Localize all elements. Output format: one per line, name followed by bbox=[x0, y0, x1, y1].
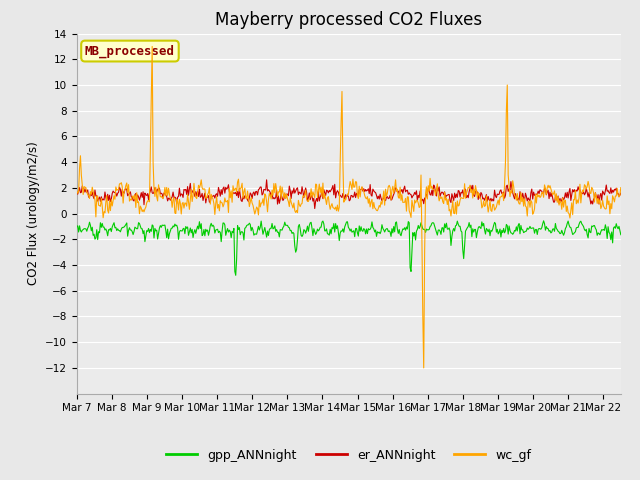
Text: MB_processed: MB_processed bbox=[85, 44, 175, 58]
Legend: gpp_ANNnight, er_ANNnight, wc_gf: gpp_ANNnight, er_ANNnight, wc_gf bbox=[161, 444, 536, 467]
Y-axis label: CO2 Flux (urology/m2/s): CO2 Flux (urology/m2/s) bbox=[26, 142, 40, 286]
Title: Mayberry processed CO2 Fluxes: Mayberry processed CO2 Fluxes bbox=[215, 11, 483, 29]
